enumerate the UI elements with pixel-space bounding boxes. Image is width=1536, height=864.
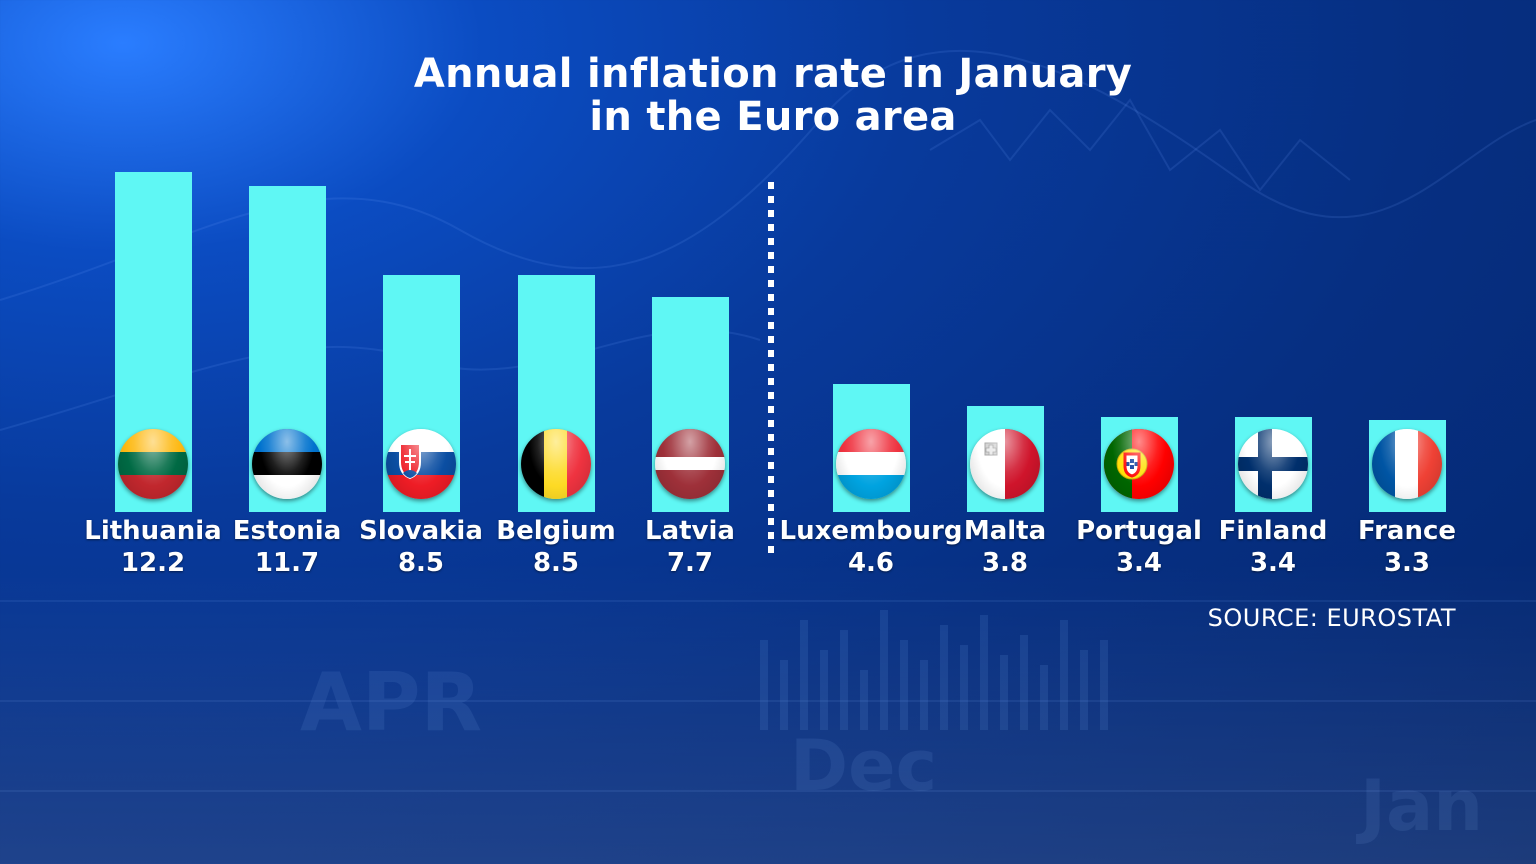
chart-subtitle: in the Euro area — [589, 94, 957, 140]
value-label-belgium: 8.5 — [532, 548, 580, 578]
chart-title: Annual inflation rate in January — [413, 51, 1133, 97]
value-label-france: 3.3 — [1383, 548, 1431, 578]
latvia-flag-icon — [655, 429, 725, 499]
value-label-luxembourg: 4.6 — [847, 548, 895, 578]
value-label-lithuania: 12.2 — [120, 548, 186, 578]
estonia-flag-icon — [252, 429, 322, 499]
category-label-lithuania: Lithuania — [84, 516, 222, 546]
value-label-finland: 3.4 — [1249, 548, 1297, 578]
value-label-slovakia: 8.5 — [397, 548, 445, 578]
luxembourg-flag-icon — [836, 429, 906, 499]
category-label-latvia: Latvia — [645, 516, 735, 546]
value-label-estonia: 11.7 — [254, 548, 320, 578]
category-label-malta: Malta — [963, 516, 1047, 546]
source-label: SOURCE: EUROSTAT — [1207, 604, 1456, 632]
category-label-slovakia: Slovakia — [359, 516, 483, 546]
belgium-flag-icon — [521, 429, 591, 499]
category-label-estonia: Estonia — [232, 516, 342, 546]
slovakia-flag-icon — [386, 429, 456, 499]
category-label-portugal: Portugal — [1076, 516, 1202, 546]
finland-flag-icon — [1238, 429, 1308, 499]
category-label-belgium: Belgium — [496, 516, 616, 546]
value-label-portugal: 3.4 — [1115, 548, 1163, 578]
france-flag-icon — [1372, 429, 1442, 499]
portugal-flag-icon — [1104, 429, 1174, 499]
category-label-luxembourg: Luxembourg — [779, 516, 963, 546]
value-label-malta: 3.8 — [981, 548, 1029, 578]
category-label-finland: Finland — [1218, 516, 1328, 546]
value-label-latvia: 7.7 — [666, 548, 714, 578]
lithuania-flag-icon — [118, 429, 188, 499]
group-divider — [768, 182, 774, 556]
malta-flag-icon — [970, 429, 1040, 499]
category-label-france: France — [1357, 516, 1457, 546]
